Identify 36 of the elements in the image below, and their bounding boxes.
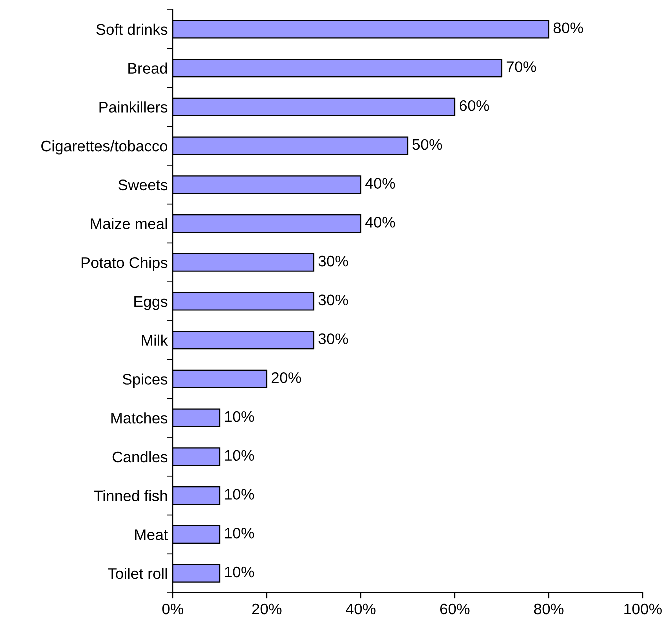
y-tick-label: Sweets [118,180,168,191]
x-tick-label: 80% [534,604,564,615]
x-tick-label: 100% [624,604,662,615]
y-tick-label: Tinned fish [94,490,168,502]
data-label: 40% [366,178,396,189]
data-label: 10% [225,411,254,422]
data-label: 30% [318,294,348,306]
y-tick-label: Milk [142,334,168,346]
data-label: 70% [506,62,536,72]
y-tick-label: Soft drinks [96,24,168,36]
data-label: 20% [272,372,302,384]
y-tick-label: Eggs [134,296,168,310]
y-tick-label: Potato Chips [82,257,168,272]
y-tick-label: Candles [112,451,168,463]
data-label: 10% [225,566,254,578]
x-tick-label: 0% [162,604,184,615]
x-tick-label: 60% [440,604,470,615]
data-label: 40% [366,217,396,228]
y-tick-label: Cigarettes/tobacco [42,140,168,155]
y-tick-label: Meat [135,530,168,540]
y-tick-label: Bread [128,62,168,74]
data-label: 10% [225,489,254,500]
y-tick-label: Spices [122,374,168,388]
y-tick-label: Matches [112,412,168,424]
y-tick-label: Toilet roll [108,568,168,580]
x-tick-label: 40% [346,604,376,615]
data-label: 30% [318,256,348,267]
data-label: 30% [318,334,348,344]
data-label: 80% [554,22,584,34]
x-tick-label: 20% [252,604,282,615]
y-tick-label: Maize meal [91,218,168,230]
data-label: 50% [412,139,442,150]
y-tick-label: Painkillers [100,102,168,113]
data-label: 10% [225,450,254,462]
data-label: 60% [460,100,490,112]
data-label: 10% [225,528,254,539]
